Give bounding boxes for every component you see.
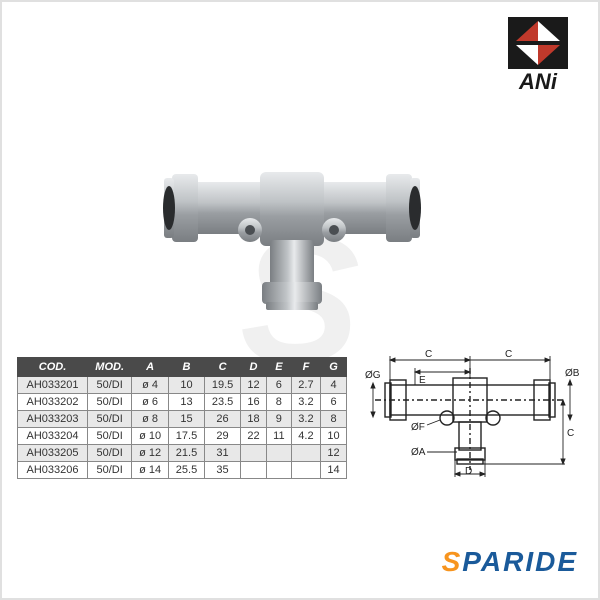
- table-cell: 50/DI: [88, 445, 132, 462]
- dim-c-left: C: [425, 349, 432, 360]
- table-cell: ø 10: [132, 428, 169, 445]
- table-row: AH03320250/DIø 61323.51683.26: [18, 394, 347, 411]
- table-cell: 50/DI: [88, 428, 132, 445]
- table-cell: 50/DI: [88, 411, 132, 428]
- table-cell: 19.5: [205, 377, 241, 394]
- dim-e: E: [419, 375, 426, 386]
- table-cell: 13: [168, 394, 204, 411]
- table-cell: 35: [205, 462, 241, 479]
- table-cell: 10: [168, 377, 204, 394]
- table-cell: 12: [321, 445, 347, 462]
- spec-table-area: COD.MOD.ABCDEFG AH03320150/DIø 41019.512…: [17, 357, 347, 479]
- col-header: E: [266, 358, 291, 377]
- spec-table: COD.MOD.ABCDEFG AH03320150/DIø 41019.512…: [17, 357, 347, 479]
- table-cell: AH033201: [18, 377, 88, 394]
- table-cell: [241, 445, 267, 462]
- table-cell: AH033204: [18, 428, 88, 445]
- table-cell: [291, 445, 320, 462]
- ani-brand-logo: ANi: [498, 17, 578, 92]
- table-cell: [266, 445, 291, 462]
- col-header: A: [132, 358, 169, 377]
- table-cell: ø 14: [132, 462, 169, 479]
- table-cell: ø 12: [132, 445, 169, 462]
- table-cell: 16: [241, 394, 267, 411]
- table-cell: 8: [321, 411, 347, 428]
- table-cell: 6: [266, 377, 291, 394]
- table-cell: 12: [241, 377, 267, 394]
- table-cell: 50/DI: [88, 377, 132, 394]
- table-cell: 23.5: [205, 394, 241, 411]
- col-header: G: [321, 358, 347, 377]
- dim-d: D: [465, 466, 472, 477]
- table-cell: 17.5: [168, 428, 204, 445]
- table-row: AH03320650/DIø 1425.535 14: [18, 462, 347, 479]
- ani-text: ANi: [518, 69, 558, 92]
- dim-phiF: ØF: [411, 422, 425, 433]
- table-row: AH03320450/DIø 1017.52922114.210: [18, 428, 347, 445]
- table-cell: 8: [266, 394, 291, 411]
- dim-phiA: ØA: [411, 447, 426, 458]
- table-cell: 11: [266, 428, 291, 445]
- table-cell: [241, 462, 267, 479]
- table-cell: 29: [205, 428, 241, 445]
- table-row: AH03320550/DIø 1221.531 12: [18, 445, 347, 462]
- dimension-diagram: C C E ØG ØB C ØF ØA D: [365, 340, 580, 480]
- paride-logo: SPARIDE: [442, 546, 578, 578]
- table-cell: 4: [321, 377, 347, 394]
- table-cell: 14: [321, 462, 347, 479]
- table-cell: [291, 462, 320, 479]
- table-cell: [266, 462, 291, 479]
- dim-phiB: ØB: [565, 368, 580, 379]
- table-cell: AH033205: [18, 445, 88, 462]
- col-header: MOD.: [88, 358, 132, 377]
- table-cell: 50/DI: [88, 462, 132, 479]
- table-cell: 3.2: [291, 411, 320, 428]
- col-header: D: [241, 358, 267, 377]
- col-header: COD.: [18, 358, 88, 377]
- table-cell: 50/DI: [88, 394, 132, 411]
- paride-lead: S: [442, 546, 463, 577]
- table-cell: 4.2: [291, 428, 320, 445]
- table-cell: 3.2: [291, 394, 320, 411]
- dim-phiG: ØG: [365, 370, 381, 381]
- table-cell: 31: [205, 445, 241, 462]
- table-cell: 26: [205, 411, 241, 428]
- table-cell: AH033203: [18, 411, 88, 428]
- table-cell: 6: [321, 394, 347, 411]
- col-header: B: [168, 358, 204, 377]
- paride-rest: PARIDE: [462, 546, 578, 577]
- table-cell: 25.5: [168, 462, 204, 479]
- table-cell: 18: [241, 411, 267, 428]
- table-cell: AH033202: [18, 394, 88, 411]
- table-cell: ø 8: [132, 411, 169, 428]
- table-cell: 15: [168, 411, 204, 428]
- table-cell: 2.7: [291, 377, 320, 394]
- table-cell: 9: [266, 411, 291, 428]
- content-root: ANi: [2, 2, 598, 598]
- table-cell: ø 6: [132, 394, 169, 411]
- table-row: AH03320150/DIø 41019.51262.74: [18, 377, 347, 394]
- table-cell: ø 4: [132, 377, 169, 394]
- table-cell: 21.5: [168, 445, 204, 462]
- dim-c-side: C: [567, 428, 574, 439]
- table-cell: 22: [241, 428, 267, 445]
- col-header: C: [205, 358, 241, 377]
- col-header: F: [291, 358, 320, 377]
- table-cell: AH033206: [18, 462, 88, 479]
- table-row: AH03320350/DIø 815261893.28: [18, 411, 347, 428]
- dim-c-right: C: [505, 349, 512, 360]
- product-illustration: [132, 112, 452, 312]
- table-cell: 10: [321, 428, 347, 445]
